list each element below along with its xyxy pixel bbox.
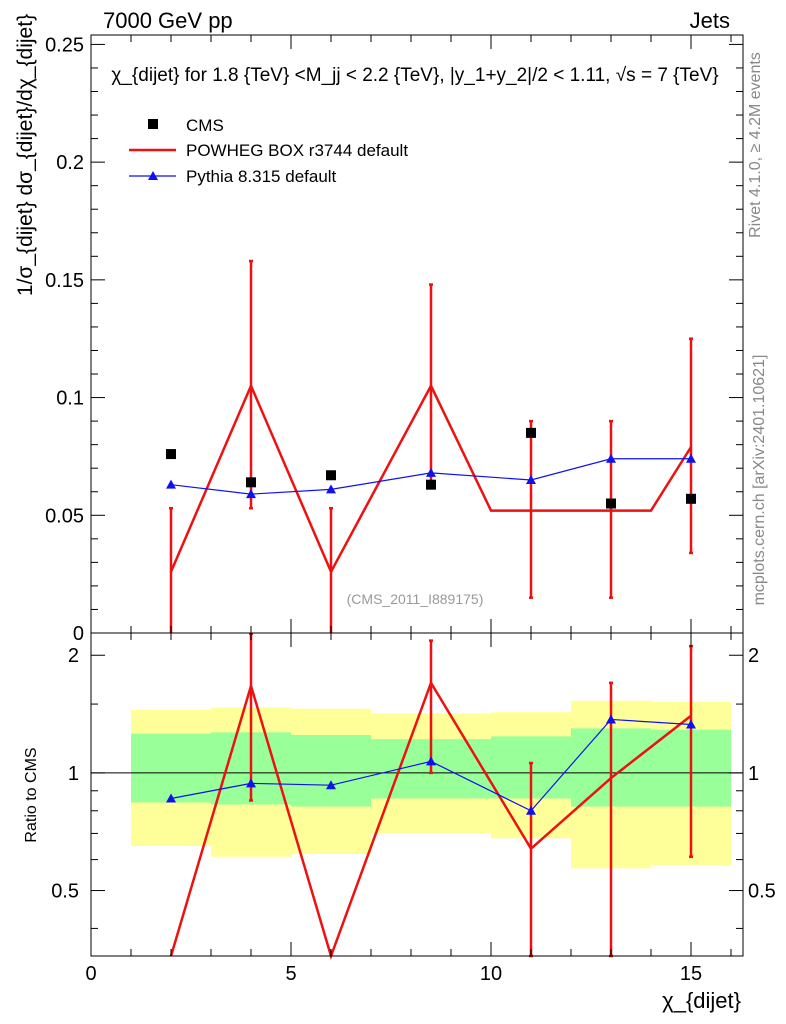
cms-data-point [326, 470, 336, 481]
legend-cms-label: CMS [186, 116, 224, 135]
cms-data-point [166, 449, 176, 460]
cms-data-point [426, 479, 436, 490]
pythia-marker [606, 453, 616, 463]
uncertainty-band-inner [291, 735, 371, 807]
energy-label: 7000 GeV pp [103, 8, 233, 33]
watermark: (CMS_2011_I889175) [347, 591, 484, 607]
main-ytick-label: 0 [73, 623, 84, 645]
ratio-pythia-marker [686, 719, 696, 729]
ratio-ytick-label-right: 0.5 [748, 881, 776, 903]
ratio-pythia-marker [526, 805, 536, 815]
uncertainty-band-inner [131, 733, 211, 803]
x-axis-label: χ_{dijet} [662, 988, 741, 1013]
ratio-ytick-label-right: 1 [748, 763, 759, 785]
main-title: χ_{dijet} for 1.8 {TeV} <M_jj < 2.2 {TeV… [111, 65, 718, 86]
legend-pythia-marker [148, 171, 158, 180]
cms-data-point [526, 427, 536, 438]
ratio-pythia-marker [606, 714, 616, 724]
powheg-line [169, 382, 693, 575]
legend-cms-marker [148, 119, 158, 129]
pythia-marker [326, 484, 336, 494]
pythia-marker [246, 489, 256, 499]
ratio-powheg-line [169, 679, 692, 960]
legend-powheg-label: POWHEG BOX r3744 default [186, 141, 408, 160]
ratio-panel: 0 5 10 15 0.5 0.5 1 1 2 2 Ratio to CMS [23, 632, 776, 985]
ratio-frame [90, 632, 744, 957]
mcplots-label: mcplots.cern.ch [arXiv:2401.10621] [751, 355, 768, 606]
legend: CMS POWHEG BOX r3744 default Pythia 8.315 … [129, 116, 408, 186]
pythia-marker [526, 474, 536, 484]
ratio-ytick-label-right: 2 [748, 645, 759, 667]
x-tick-label: 5 [285, 963, 296, 985]
ratio-ylabel: Ratio to CMS [23, 747, 40, 842]
main-ytick-label: 0.2 [56, 152, 84, 174]
main-axes: 0 0.05 0.1 0.15 0.2 0.25 [45, 34, 743, 645]
main-plot-area [166, 259, 696, 633]
ratio-ytick-label: 0.5 [51, 881, 79, 903]
category-label: Jets [690, 8, 730, 33]
main-panel: 0 0.05 0.1 0.15 0.2 0.25 χ_{dijet} for 1.8 {T… [14, 14, 744, 645]
ratio-ytick-label: 1 [68, 763, 79, 785]
cms-data-point [606, 498, 616, 509]
pythia-marker [166, 479, 176, 489]
main-ytick-label: 0.05 [45, 505, 84, 527]
cms-data-point [686, 493, 696, 504]
main-ytick-label: 0.25 [45, 34, 84, 56]
x-tick-label: 15 [680, 963, 702, 985]
main-ylabel: 1/σ_{dijet} dσ_{dijet}/dχ_{dijet} [14, 14, 37, 296]
main-ytick-label: 0.15 [45, 270, 84, 292]
ratio-axes: 0 5 10 15 0.5 0.5 1 1 2 2 [51, 633, 776, 985]
pythia-marker [686, 453, 696, 463]
ratio-pythia-marker [166, 793, 176, 803]
main-ytick-label: 0.1 [56, 388, 84, 410]
legend-pythia-label: Pythia 8.315 default [186, 167, 337, 186]
ratio-pythia-marker [246, 778, 256, 788]
x-tick-label: 0 [85, 963, 96, 985]
x-tick-label: 10 [480, 963, 502, 985]
ratio-plot-area [91, 632, 743, 960]
rivet-label: Rivet 4.1.0, ≥ 4.2M events [747, 52, 764, 238]
cms-data-point [246, 477, 256, 488]
ratio-ytick-label: 2 [68, 645, 79, 667]
pythia-marker [426, 467, 436, 477]
ratio-pythia-marker [426, 756, 436, 766]
ratio-pythia-marker [326, 780, 336, 790]
